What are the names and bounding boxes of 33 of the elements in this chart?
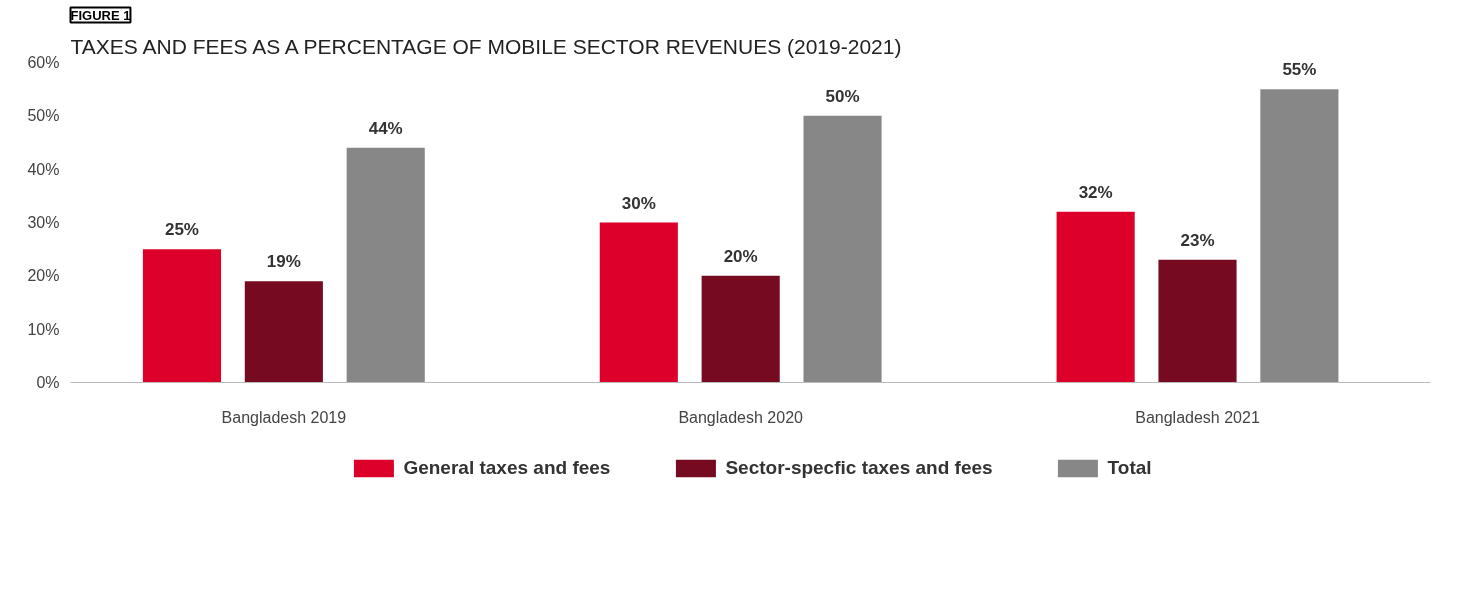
y-tick-label: 20% bbox=[27, 267, 60, 285]
data-label: 30% bbox=[621, 193, 656, 213]
x-tick-label: Bangladesh 2020 bbox=[678, 408, 804, 426]
bar bbox=[244, 281, 323, 383]
bar bbox=[1158, 259, 1237, 383]
data-label: 19% bbox=[266, 252, 301, 272]
data-label: 55% bbox=[1282, 60, 1317, 80]
x-tick-label: Bangladesh 2019 bbox=[221, 408, 347, 426]
y-tick-label: 0% bbox=[36, 374, 60, 391]
chart-title: TAXES AND FEES AS A PERCENTAGE OF MOBILE SECTOR REVENUES (2019-2021) bbox=[70, 34, 902, 58]
y-tick-label: 60% bbox=[27, 54, 60, 71]
data-label: 25% bbox=[164, 220, 199, 240]
legend-label: Sector-specfic taxes and fees bbox=[725, 457, 993, 479]
data-label: 44% bbox=[368, 118, 403, 138]
bar bbox=[599, 222, 678, 383]
bar bbox=[1056, 211, 1135, 383]
data-label: 20% bbox=[723, 246, 758, 266]
data-label: 23% bbox=[1180, 230, 1215, 250]
caption: FIGURE 1 bbox=[70, 7, 131, 23]
y-tick-label: 50% bbox=[27, 107, 60, 125]
y-tick-label: 40% bbox=[27, 160, 60, 178]
data-label: 32% bbox=[1078, 182, 1113, 202]
bar bbox=[346, 147, 425, 383]
legend-label: General taxes and fees bbox=[403, 457, 611, 479]
legend-label: Total bbox=[1107, 457, 1152, 479]
bar bbox=[701, 275, 780, 383]
bar bbox=[1260, 89, 1339, 383]
y-tick-label: 30% bbox=[27, 214, 60, 231]
bar bbox=[803, 115, 882, 383]
data-label: 50% bbox=[825, 86, 860, 106]
bar bbox=[142, 249, 222, 383]
y-tick-label: 10% bbox=[27, 320, 60, 338]
x-tick-label: Bangladesh 2021 bbox=[1135, 408, 1260, 426]
